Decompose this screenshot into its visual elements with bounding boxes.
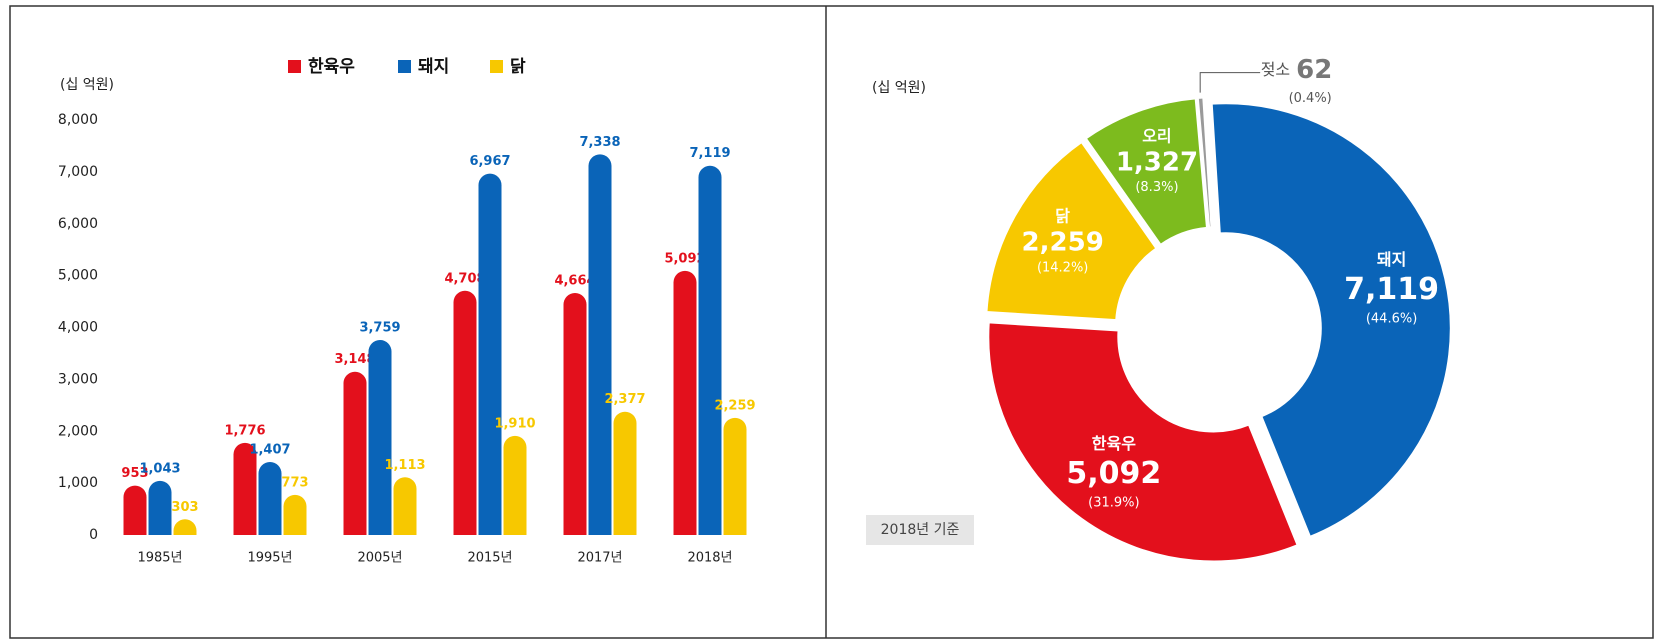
bar <box>503 435 527 535</box>
data-label: 1,043 <box>139 461 180 476</box>
y-tick-label: 1,000 <box>58 475 98 491</box>
x-tick-label: 1995년 <box>247 551 292 566</box>
bar <box>123 485 147 535</box>
slice-percent: (44.6%) <box>1366 312 1417 327</box>
slice-percent: (8.3%) <box>1135 180 1178 195</box>
donut-slice <box>987 321 1299 563</box>
slice-name: 닭 <box>1055 207 1070 226</box>
donut-slice <box>1210 102 1452 539</box>
leader-line <box>1199 72 1261 93</box>
legend-label: 닭 <box>510 57 526 77</box>
y-tick-label: 3,000 <box>58 371 98 387</box>
y-tick-label: 5,000 <box>58 268 98 284</box>
y-tick-label: 4,000 <box>58 320 98 336</box>
y-tick-label: 2,000 <box>58 423 98 439</box>
data-label: 1,407 <box>249 443 290 458</box>
legend-swatch <box>398 60 411 73</box>
bar <box>233 442 257 535</box>
slice-name: 돼지 <box>1377 250 1406 269</box>
frame <box>9 5 1654 639</box>
legend-label: 돼지 <box>418 57 449 77</box>
data-label: 7,119 <box>689 146 730 161</box>
bar <box>368 340 392 535</box>
donut-slice <box>1084 97 1209 247</box>
data-label: 5,092 <box>664 251 705 266</box>
y-tick-label: 7,000 <box>58 164 98 180</box>
bar <box>393 477 417 535</box>
data-label: 3,759 <box>359 321 400 336</box>
slice-name: 오리 <box>1142 126 1171 145</box>
bar <box>258 462 282 535</box>
x-tick-label: 2017년 <box>577 551 622 566</box>
bar <box>453 290 477 535</box>
note: 2018년 기준 <box>881 522 960 538</box>
unit-label: (십 억원) <box>872 80 926 96</box>
bar <box>698 165 722 535</box>
slice-name: 한육우 <box>1092 434 1136 453</box>
data-label: 953 <box>121 466 148 481</box>
bar <box>148 480 172 535</box>
slice-percent: (0.4%) <box>1289 91 1332 106</box>
data-label: 773 <box>281 475 308 490</box>
x-tick-label: 1985년 <box>137 551 182 566</box>
data-label: 303 <box>171 500 198 515</box>
bar <box>588 154 612 535</box>
legend-swatch <box>288 60 301 73</box>
note-box <box>866 515 974 545</box>
y-axis-label: (십 억원) <box>60 77 114 93</box>
slice-percent: (14.2%) <box>1037 260 1088 275</box>
y-tick-label: 0 <box>89 527 98 543</box>
bar <box>673 270 697 535</box>
slice-value: 2,259 <box>1022 228 1104 258</box>
bar <box>173 519 197 535</box>
data-label: 4,708 <box>444 271 485 286</box>
data-label: 7,338 <box>579 135 620 150</box>
slice-name: 젖소 <box>1261 60 1290 79</box>
legend-swatch <box>490 60 503 73</box>
data-label: 2,377 <box>604 392 645 407</box>
slice-percent: (31.9%) <box>1088 495 1139 510</box>
donut-slice <box>985 140 1158 322</box>
data-label: 1,776 <box>224 423 265 438</box>
slice-value: 1,327 <box>1116 147 1198 177</box>
donut-slice <box>1196 96 1213 229</box>
legend-label: 한육우 <box>308 57 355 77</box>
data-label: 6,967 <box>469 154 510 169</box>
slice-value: 5,092 <box>1066 456 1161 491</box>
y-tick-label: 6,000 <box>58 216 98 232</box>
x-tick-label: 2015년 <box>467 551 512 566</box>
data-label: 1,113 <box>384 458 425 473</box>
data-label: 1,910 <box>494 416 535 431</box>
slice-value: 62 <box>1296 55 1332 85</box>
y-tick-label: 8,000 <box>58 112 98 128</box>
data-label: 2,259 <box>714 398 755 413</box>
x-tick-label: 2005년 <box>357 551 402 566</box>
x-tick-label: 2018년 <box>687 551 732 566</box>
bar <box>563 293 587 535</box>
bar <box>613 411 637 535</box>
data-label: 3,148 <box>334 352 375 367</box>
bar <box>723 417 747 535</box>
data-label: 4,664 <box>554 274 595 289</box>
bar <box>478 173 502 535</box>
slice-value: 7,119 <box>1344 272 1439 307</box>
bar <box>343 371 367 535</box>
bar <box>283 494 307 535</box>
